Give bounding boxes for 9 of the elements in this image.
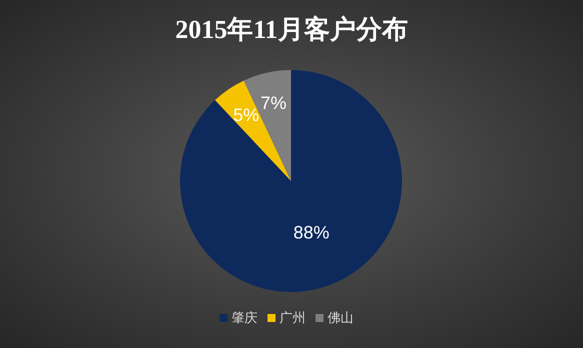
data-label: 7% xyxy=(260,93,287,114)
legend-label: 肇庆 xyxy=(232,311,258,326)
data-label: 5% xyxy=(233,104,260,125)
pie-slice xyxy=(180,70,402,292)
chart-title: 2015年11月客户分布 xyxy=(175,15,408,44)
legend-label: 广州 xyxy=(280,311,306,326)
data-label: 88% xyxy=(293,222,330,243)
legend-label: 佛山 xyxy=(328,311,354,326)
pie-slice xyxy=(215,80,291,181)
